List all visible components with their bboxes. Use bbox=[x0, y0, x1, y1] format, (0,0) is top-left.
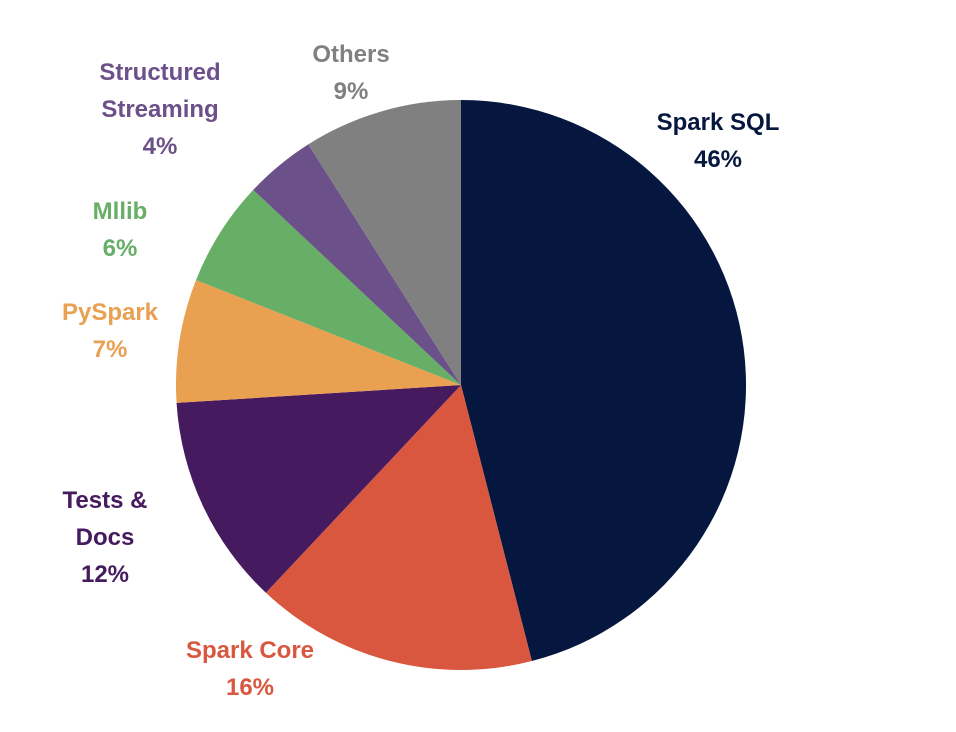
pie-slice-mllib bbox=[196, 189, 461, 385]
pie-label-percent: 7% bbox=[93, 336, 128, 363]
pie-label-mllib: Mllib 6% bbox=[93, 198, 148, 262]
pie-slices bbox=[175, 100, 747, 671]
pie-label-name: Streaming bbox=[101, 96, 218, 123]
pie-label-name: Spark SQL bbox=[657, 109, 780, 136]
pie-label-pyspark: PySpark 7% bbox=[62, 299, 159, 363]
pie-label-tests-docs: Tests & Docs 12% bbox=[63, 487, 148, 588]
pie-label-name: Mllib bbox=[93, 198, 148, 225]
pie-label-percent: 4% bbox=[143, 133, 178, 160]
pie-labels: Spark SQL 46% Spark Core 16% Tests & Docs 12% P… bbox=[62, 41, 779, 701]
pie-label-percent: 16% bbox=[226, 674, 274, 701]
pie-slice-spark-core bbox=[265, 385, 532, 671]
pie-slice-tests-docs bbox=[176, 385, 461, 593]
pie-label-percent: 46% bbox=[694, 146, 742, 173]
pie-slice-others bbox=[308, 100, 461, 385]
pie-label-name: Structured bbox=[99, 59, 220, 86]
pie-label-name: Tests & bbox=[63, 487, 148, 514]
pie-slice-pyspark bbox=[175, 280, 461, 403]
pie-label-name: Docs bbox=[76, 524, 135, 551]
pie-slice-spark-sql bbox=[461, 100, 747, 662]
pie-label-name: Others bbox=[312, 41, 389, 68]
pie-label-name: PySpark bbox=[62, 299, 159, 326]
pie-label-percent: 12% bbox=[81, 561, 129, 588]
pie-slice-structured-streaming bbox=[253, 144, 461, 385]
pie-label-percent: 6% bbox=[103, 235, 138, 262]
pie-label-structured-streaming: Structured Streaming 4% bbox=[99, 59, 220, 160]
pie-label-spark-core: Spark Core 16% bbox=[186, 637, 314, 701]
pie-label-others: Others 9% bbox=[312, 41, 389, 105]
pie-label-name: Spark Core bbox=[186, 637, 314, 664]
pie-label-percent: 9% bbox=[334, 78, 369, 105]
pie-label-spark-sql: Spark SQL 46% bbox=[657, 109, 780, 173]
